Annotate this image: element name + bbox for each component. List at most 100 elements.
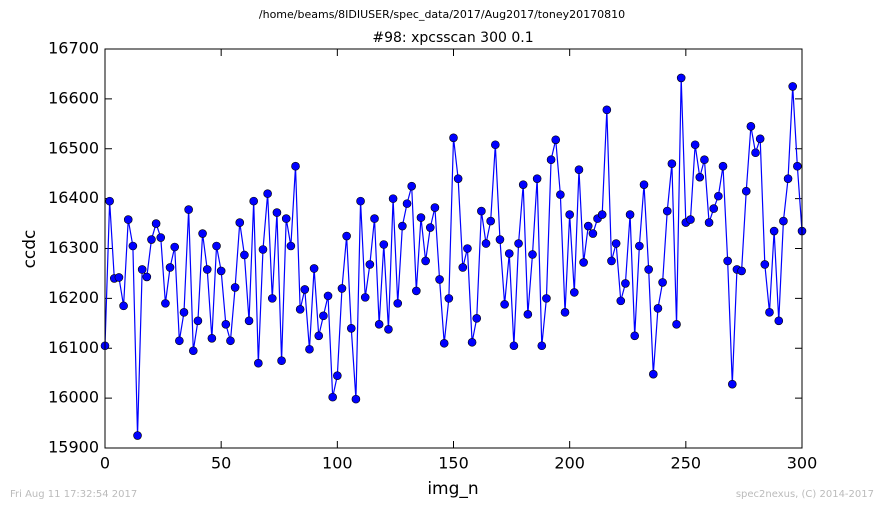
data-point <box>653 304 663 313</box>
data-point <box>165 263 175 272</box>
plot-frame <box>104 48 803 449</box>
data-point <box>486 216 495 226</box>
data-point <box>537 341 547 351</box>
data-point <box>207 333 217 343</box>
data-point <box>746 122 756 131</box>
y-tick-label: 16200 <box>48 288 99 307</box>
y-tick-label: 16100 <box>48 338 99 357</box>
data-point <box>751 148 760 158</box>
data-point <box>198 229 207 238</box>
data-point <box>704 218 714 227</box>
y-axis-label: ccdc <box>20 230 40 269</box>
data-point <box>328 392 337 402</box>
data-point <box>286 241 296 251</box>
data-point <box>458 263 468 272</box>
data-point <box>128 241 138 251</box>
data-point <box>690 140 700 150</box>
data-point <box>495 235 505 244</box>
data-point <box>175 336 184 346</box>
data-point <box>793 161 802 171</box>
data-point <box>258 245 268 254</box>
y-tick-label: 16300 <box>48 238 99 257</box>
data-point <box>639 180 649 189</box>
data-point <box>346 323 356 333</box>
data-point <box>449 133 458 143</box>
data-point <box>212 241 221 251</box>
data-point <box>579 258 588 267</box>
data-point <box>416 213 426 222</box>
data-point <box>156 233 166 242</box>
data-point <box>291 161 300 171</box>
data-point <box>574 165 584 174</box>
data-point <box>765 308 774 317</box>
y-tick-label: 16700 <box>48 39 99 58</box>
data-line <box>104 77 803 436</box>
data-point <box>179 308 189 317</box>
x-tick-label: 0 <box>100 454 110 473</box>
data-point <box>625 210 635 219</box>
data-point <box>769 226 779 236</box>
data-point <box>365 260 375 269</box>
x-axis-label: img_n <box>427 479 478 499</box>
data-point <box>226 336 235 346</box>
data-point <box>407 181 416 191</box>
x-tick-label: 100 <box>322 454 353 473</box>
data-point <box>384 324 393 334</box>
data-point <box>398 221 407 231</box>
data-point <box>333 371 342 380</box>
data-point <box>556 190 565 199</box>
y-tick-label: 16400 <box>48 188 99 207</box>
data-point <box>314 331 324 341</box>
data-point <box>695 172 705 182</box>
data-point <box>435 275 444 284</box>
data-point <box>351 394 361 404</box>
data-point <box>477 206 486 216</box>
data-point <box>170 242 179 252</box>
data-point <box>142 272 152 282</box>
data-point <box>662 206 672 216</box>
data-point <box>481 239 491 248</box>
y-tick-label: 16600 <box>48 88 99 107</box>
data-point <box>356 196 365 206</box>
data-point <box>616 296 626 306</box>
data-point <box>570 288 579 297</box>
data-point <box>374 320 384 329</box>
data-point <box>509 341 519 351</box>
data-point <box>249 196 258 206</box>
data-point <box>542 294 551 303</box>
data-point <box>532 174 542 183</box>
data-point <box>119 301 128 311</box>
data-point <box>700 155 709 165</box>
data-point <box>309 264 319 273</box>
data-point <box>300 285 310 294</box>
data-point <box>718 161 728 171</box>
data-point <box>788 82 798 91</box>
data-point <box>305 344 314 354</box>
data-point <box>723 256 732 266</box>
data-point <box>635 241 644 251</box>
data-point <box>741 186 751 196</box>
data-point <box>551 135 561 145</box>
data-point <box>337 284 347 293</box>
data-point <box>602 105 612 115</box>
data-point <box>295 305 305 314</box>
data-point <box>216 266 226 276</box>
data-point <box>588 229 598 238</box>
footer-left: Fri Aug 11 17:32:54 2017 <box>10 489 137 500</box>
data-point <box>737 266 746 276</box>
data-point <box>686 215 695 224</box>
footer-right: spec2nexus, (C) 2014-2017 <box>736 489 874 500</box>
data-point <box>774 316 784 326</box>
data-point <box>161 299 170 308</box>
data-point <box>779 216 788 226</box>
data-point <box>151 219 161 228</box>
data-point <box>607 256 616 266</box>
y-tick-label: 16000 <box>48 388 99 407</box>
data-point <box>267 294 277 303</box>
data-point <box>463 244 472 253</box>
data-point <box>193 316 203 326</box>
x-tick-label: 50 <box>211 454 231 473</box>
data-point <box>105 196 114 206</box>
